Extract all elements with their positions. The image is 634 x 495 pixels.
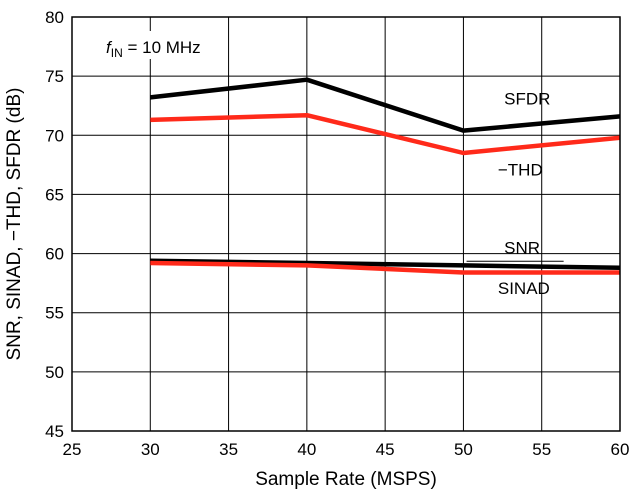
y-tick-label: 75: [45, 67, 64, 86]
annotation-fin: fIN = 10 MHz: [106, 38, 201, 60]
plot-frame: [71, 16, 621, 432]
x-tick-label: 45: [376, 440, 395, 459]
y-axis-label: SNR, SINAD, −THD, SFDR (dB): [4, 88, 25, 361]
y-tick-label: 65: [45, 185, 64, 204]
x-tick-label: 40: [297, 440, 316, 459]
x-tick-label: 55: [532, 440, 551, 459]
x-tick-label: 35: [219, 440, 238, 459]
y-tick-label: 45: [45, 422, 64, 441]
x-axis-label: Sample Rate (MSPS): [255, 469, 437, 490]
series-label: −THD: [498, 161, 543, 180]
x-tick-label: 30: [141, 440, 160, 459]
series-label: SFDR: [504, 90, 550, 109]
plot-background: [72, 17, 620, 431]
y-tick-label: 80: [45, 8, 64, 27]
y-tick-label: 55: [45, 304, 64, 323]
x-tick-label: 50: [454, 440, 473, 459]
grid: [72, 17, 620, 431]
series-labels: SFDR −THD SNR SINAD: [466, 90, 564, 298]
series-line: [150, 112, 621, 156]
annotation-box: [98, 31, 214, 59]
y-tick-label: 70: [45, 126, 64, 145]
x-tick-labels: 25 30 35 40 45 50 55 60: [63, 440, 630, 459]
y-tick-label: 60: [45, 245, 64, 264]
y-tick-label: 50: [45, 363, 64, 382]
series-label: SNR: [504, 239, 540, 258]
y-tick-labels: 45 50 55 60 65 70 75 80: [45, 8, 64, 441]
series-lines: [150, 77, 621, 275]
x-tick-label: 60: [611, 440, 630, 459]
series-line: [150, 77, 621, 133]
series-line: [150, 260, 620, 275]
series-label: SINAD: [498, 279, 550, 298]
x-tick-label: 25: [63, 440, 82, 459]
series-line: [150, 258, 621, 271]
